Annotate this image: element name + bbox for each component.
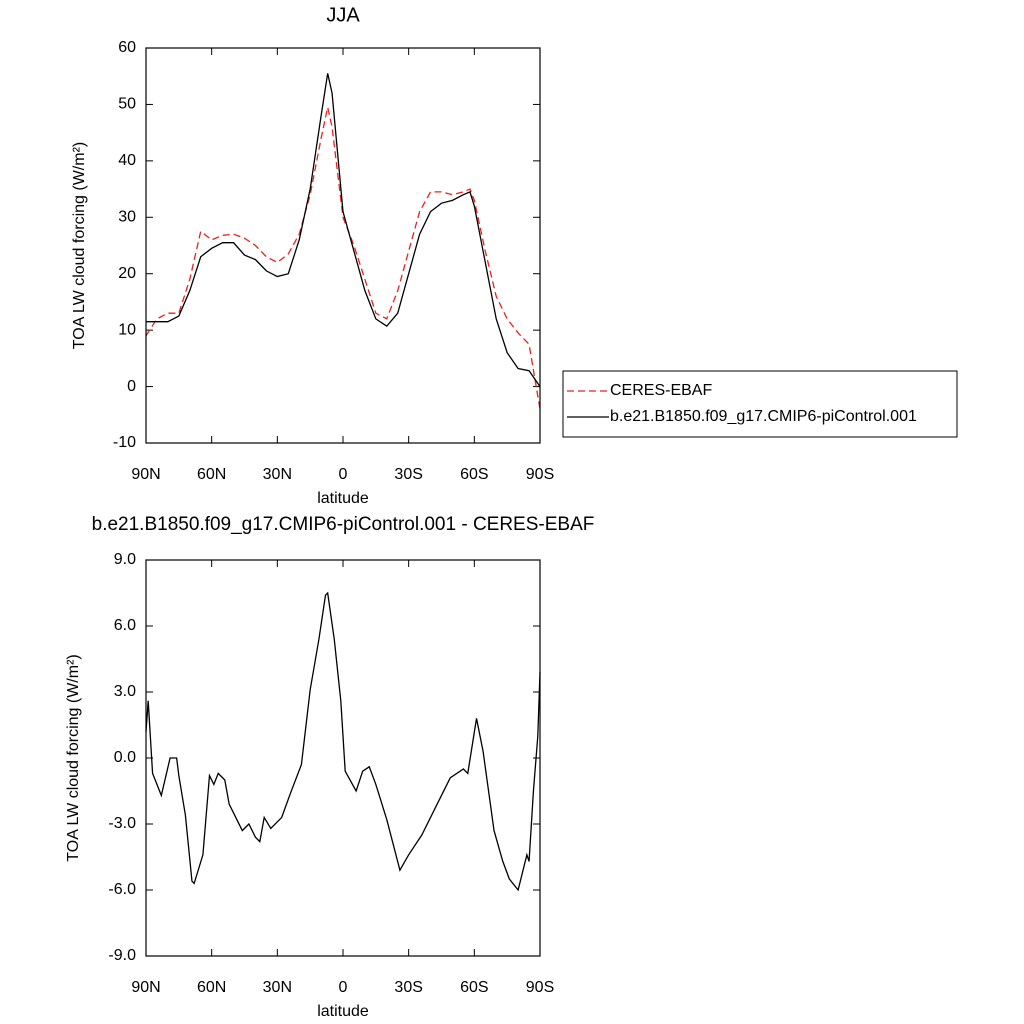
legend-label: b.e21.B1850.f09_g17.CMIP6-piControl.001 [610, 408, 917, 425]
x-axis-label: latitude [317, 1003, 369, 1020]
y-tick-label: -9.0 [108, 947, 136, 964]
y-tick-label: 10 [118, 321, 136, 338]
legend-box [562, 370, 958, 438]
y-axis-label: TOA LW cloud forcing (W/m²) [71, 142, 88, 349]
x-tick-label: 60S [460, 466, 488, 483]
x-tick-label: 90S [526, 466, 554, 483]
y-tick-label: -10 [113, 434, 136, 451]
x-tick-label: 60S [460, 979, 488, 996]
y-tick-label: 0 [127, 378, 136, 395]
y-tick-label: 0.0 [114, 749, 136, 766]
data-line [145, 107, 541, 410]
x-tick-label: 30N [263, 466, 292, 483]
legend-label: CERES-EBAF [610, 382, 712, 399]
x-tick-label: 0 [339, 979, 348, 996]
x-tick-label: 60N [197, 979, 226, 996]
x-tick-label: 90S [526, 979, 554, 996]
y-tick-label: 40 [118, 152, 136, 169]
y-tick-label: 20 [118, 265, 136, 282]
plot-frame [145, 559, 541, 957]
data-line [145, 591, 541, 892]
y-tick-label: 60 [118, 39, 136, 56]
y-tick-label: 9.0 [114, 551, 136, 568]
x-tick-label: 30S [394, 466, 422, 483]
chart-title: b.e21.B1850.f09_g17.CMIP6-piControl.001 … [92, 514, 595, 535]
plot-frame [145, 47, 541, 444]
x-tick-label: 90N [131, 466, 160, 483]
y-tick-label: -6.0 [108, 881, 136, 898]
x-tick-label: 30N [263, 979, 292, 996]
chart-title: JJA [326, 4, 360, 26]
x-tick-label: 0 [339, 466, 348, 483]
y-tick-label: 6.0 [114, 617, 136, 634]
y-tick-label: 30 [118, 209, 136, 226]
y-tick-label: 3.0 [114, 683, 136, 700]
y-axis-label: TOA LW cloud forcing (W/m²) [65, 654, 82, 861]
data-line [146, 73, 541, 387]
x-tick-label: 60N [197, 466, 226, 483]
y-tick-label: 50 [118, 96, 136, 113]
y-tick-label: -3.0 [108, 815, 136, 832]
x-axis-label: latitude [317, 490, 369, 507]
x-tick-label: 90N [131, 979, 160, 996]
x-tick-label: 30S [394, 979, 422, 996]
